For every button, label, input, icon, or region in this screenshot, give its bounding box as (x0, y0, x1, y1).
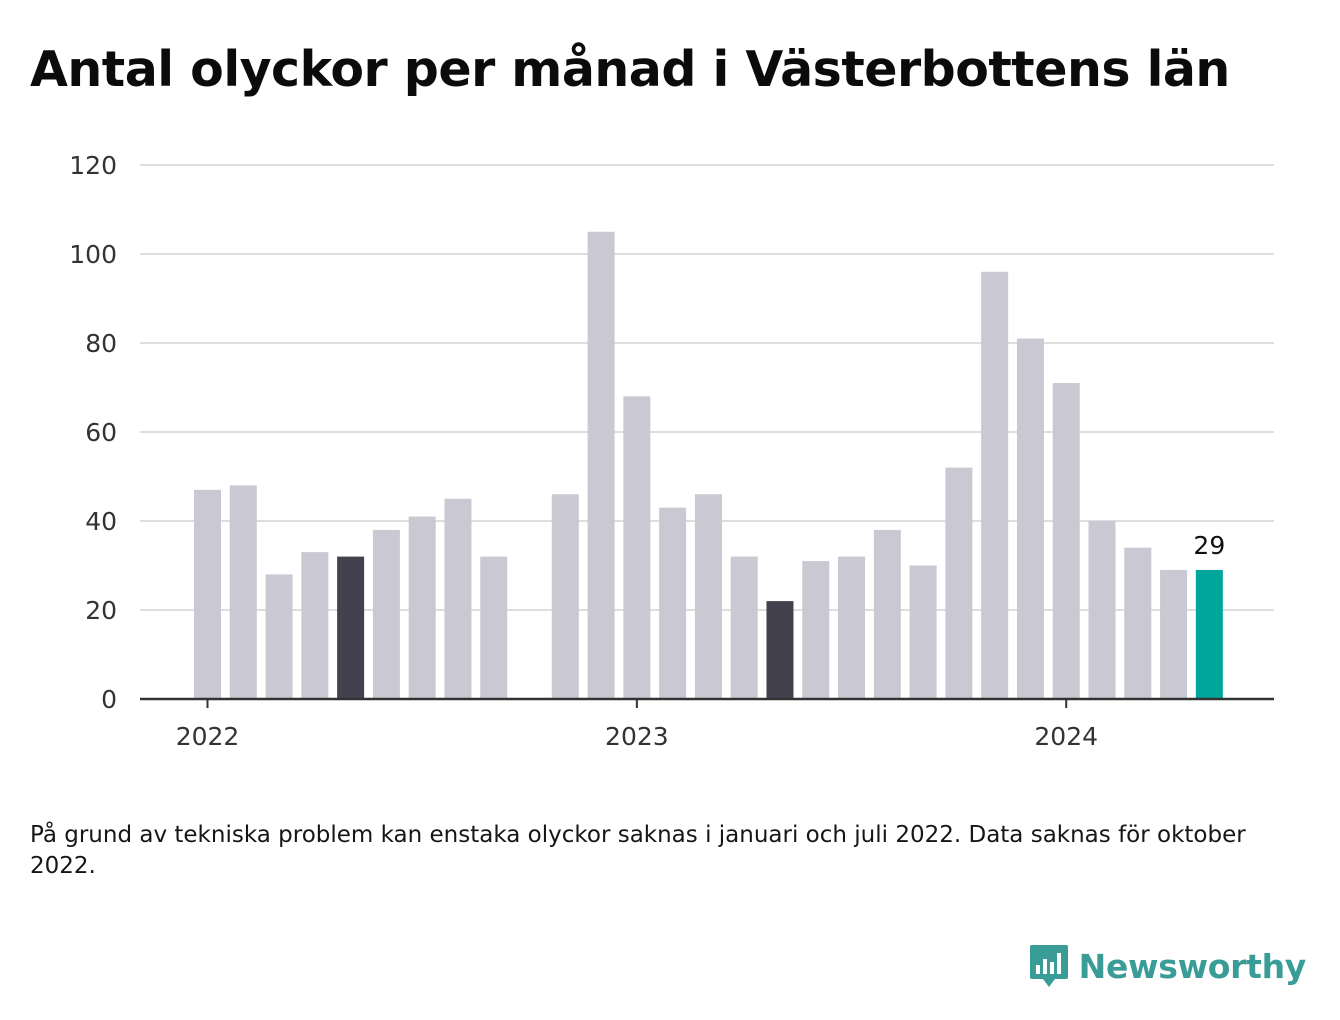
y-tick-label-60: 60 (85, 418, 117, 447)
y-tick-label-40: 40 (85, 507, 117, 536)
bar-2022-07 (408, 516, 436, 699)
bar-2023-02 (659, 507, 687, 699)
data-label-2024-05: 29 (1193, 531, 1225, 560)
y-tick-label-100: 100 (69, 240, 117, 269)
bar-2023-01 (623, 396, 651, 699)
bar-2022-06 (372, 529, 400, 699)
bar-2022-03 (265, 574, 293, 699)
bar-2023-08 (873, 529, 901, 699)
bar-2022-09 (480, 556, 508, 699)
bar-2023-03 (694, 494, 722, 699)
footnote: På grund av tekniska problem kan enstaka… (30, 822, 1246, 879)
y-tick-label-0: 0 (101, 685, 117, 714)
y-tick-label-20: 20 (85, 596, 117, 625)
y-tick-label-80: 80 (85, 329, 117, 358)
bar-2022-05 (337, 556, 365, 699)
bar-2024-01 (1052, 383, 1080, 699)
bar-chart: 0 20 40 60 80 100 120 2022 2023 2024 29 (69, 151, 1274, 751)
bar-2022-08 (444, 498, 472, 699)
bars (194, 231, 1223, 699)
bar-2023-10 (945, 467, 973, 699)
y-axis-ticks: 0 20 40 60 80 100 120 (69, 151, 117, 714)
bar-chart-speech-bubble-icon (1029, 945, 1068, 987)
x-tick-label-2024: 2024 (1034, 722, 1098, 751)
bar-2024-05 (1195, 569, 1223, 699)
bar-2024-04 (1160, 569, 1188, 699)
bar-2024-02 (1088, 521, 1116, 699)
bar-2022-01 (194, 489, 221, 699)
bar-2022-04 (301, 552, 329, 699)
chart-title: Antal olyckor per månad i Västerbottens … (30, 41, 1230, 98)
brand-name: Newsworthy (1078, 946, 1307, 986)
x-axis-ticks: 2022 2023 2024 (176, 699, 1098, 751)
bar-2023-06 (802, 561, 830, 699)
bar-2022-11 (551, 494, 579, 699)
bar-2022-12 (587, 231, 615, 699)
data-labels: 29 (1193, 531, 1225, 560)
bar-2023-07 (838, 556, 866, 699)
x-tick-label-2023: 2023 (605, 722, 669, 751)
brand-logo[interactable]: Newsworthy (1029, 940, 1306, 992)
bar-2023-12 (1016, 338, 1044, 699)
bar-2023-09 (909, 565, 937, 699)
bar-2023-11 (981, 271, 1009, 699)
bar-2023-05 (766, 601, 794, 699)
x-tick-label-2022: 2022 (176, 722, 240, 751)
bar-2023-04 (730, 556, 758, 699)
y-tick-label-120: 120 (69, 151, 117, 180)
bar-2022-02 (229, 485, 257, 699)
bar-2024-03 (1124, 547, 1152, 699)
